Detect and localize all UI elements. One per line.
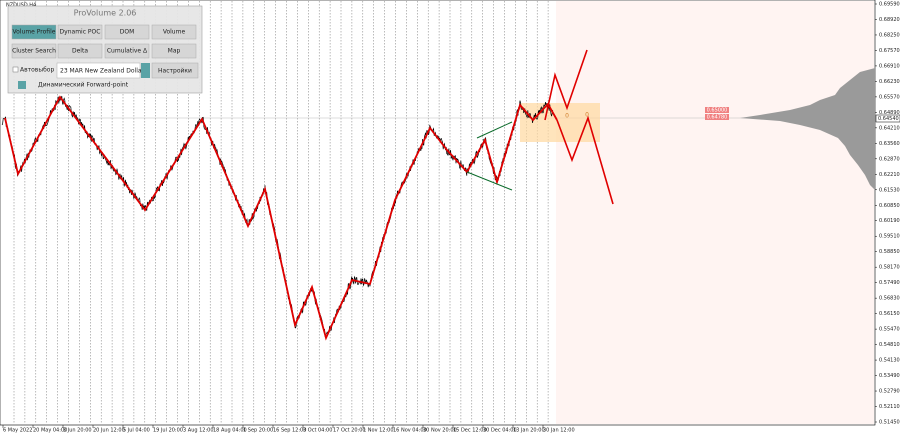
x-tick-label: 3 Aug 12:00	[183, 428, 214, 434]
panel-button-label: Map	[168, 48, 181, 55]
x-tick-label: 16 Sep 12:00	[273, 428, 306, 434]
y-tick-label: 0.52790	[879, 389, 900, 395]
panel-button-label: Cluster Search	[12, 48, 56, 55]
x-tick-label: 30 Nov 20:00	[423, 428, 457, 434]
checkbox[interactable]	[12, 66, 19, 73]
y-tick-label: 0.64890	[879, 110, 900, 116]
panel-button-label: Delta	[72, 48, 88, 55]
volume-profile	[740, 68, 875, 190]
y-tick-label: 0.68920	[879, 17, 900, 23]
x-tick-label: 18 Aug 04:00	[213, 428, 247, 434]
x-tick-label: 5 Jul 04:00	[123, 428, 150, 434]
y-tick-label: 0.58170	[879, 265, 900, 271]
forecast-down	[556, 115, 614, 205]
y-tick-label: 0.57490	[879, 280, 900, 286]
panel-button[interactable]	[57, 43, 103, 59]
y-tick-label: 0.59510	[879, 234, 900, 240]
y-tick-label: 0.62870	[879, 156, 900, 162]
instrument: 23 MAR New Zealand Dollar	[60, 68, 145, 75]
x-tick-label: 17 Oct 20:00	[333, 428, 366, 434]
y-tick-label: 0.69590	[879, 2, 900, 8]
panel-button-label: DOM	[120, 29, 135, 36]
x-tick-label: 15 Dec 12:00	[453, 428, 487, 434]
zigzag	[4, 95, 558, 341]
x-tick-label: 13 Jan 20:00	[513, 428, 545, 434]
x-tick-label: 6 May 2022	[3, 428, 32, 434]
forward-toggle[interactable]	[18, 81, 26, 89]
y-tick-label: 0.53490	[879, 373, 900, 379]
y-tick-label: 0.64210	[879, 125, 900, 131]
x-tick-label: 1 Nov 12:00	[363, 428, 394, 434]
time-axis: 6 May 2022 20 May 04:003 Jun 20:00 20 Jun …	[2, 425, 575, 434]
y-tick-label: 0.67570	[879, 48, 900, 54]
panel-button[interactable]	[151, 43, 197, 59]
current-price: 0.64540	[878, 116, 899, 122]
x-tick-label: 30 Dec 04:00	[483, 428, 517, 434]
x-tick-label: 20 Jun 12:00	[93, 428, 125, 434]
y-tick-label: 0.54810	[879, 342, 900, 348]
x-tick-label: 30 Jan 12:00	[543, 428, 575, 434]
x-tick-label: 3 Jun 20:00	[63, 428, 92, 434]
panel-button[interactable]	[151, 24, 197, 40]
x-tick-label: 3 Oct 04:00	[303, 428, 332, 434]
panel-button[interactable]	[104, 43, 150, 59]
level-box	[705, 107, 729, 113]
panel-button[interactable]	[11, 24, 57, 40]
y-tick-label: 0.58850	[879, 249, 900, 255]
forecast-up	[544, 49, 588, 121]
x-tick-label: 1 Sep 20:00	[243, 428, 273, 434]
y-tick-label: 0.54130	[879, 358, 900, 364]
y-tick-label: 0.65570	[879, 94, 900, 100]
y-tick-label: 0.52110	[879, 404, 900, 410]
price-axis: 0.69590 0.68920 0.68250 0.67570 0.66910 0.662…	[875, 2, 900, 426]
panel-button-label: Dynamic POC	[60, 29, 101, 36]
panel-button-label: Volume Profile	[13, 29, 56, 36]
x-tick-label: 16 Nov 04:00	[393, 428, 427, 434]
provolume-panel: ProVolume 2.06 Volume Profile Dynamic POC…	[7, 5, 203, 94]
panel-title: ProVolume 2.06	[74, 9, 137, 18]
panel-button-label: Volume	[163, 29, 186, 36]
zone-label: 0	[585, 112, 589, 119]
channel-top	[476, 121, 513, 139]
zone-label: 0	[565, 113, 569, 120]
y-tick-label: 0.62210	[879, 172, 900, 178]
panel-button[interactable]	[11, 43, 57, 59]
settings-button[interactable]	[151, 62, 199, 79]
y-tick-label: 0.51450	[879, 420, 900, 426]
level-box	[705, 114, 729, 120]
forward-label[interactable]: Динамический Forward-point	[38, 82, 129, 89]
y-tick-label: 0.56150	[879, 311, 900, 317]
dropdown[interactable]	[141, 63, 150, 78]
checkbox-label[interactable]: Автовыбор	[20, 67, 54, 74]
settings-label: Настройки	[158, 68, 192, 75]
level-label: 0.65000	[707, 108, 728, 114]
channel-bottom	[466, 171, 513, 191]
y-tick-label: 0.63560	[879, 141, 900, 147]
y-tick-label: 0.60190	[879, 218, 900, 224]
current-price-box	[875, 114, 900, 123]
y-tick-label: 0.66910	[879, 63, 900, 69]
x-tick-label: 19 Jul 20:00	[153, 428, 183, 434]
instrument-input[interactable]	[56, 62, 141, 79]
level-label: 0.64780	[707, 115, 728, 121]
panel-button[interactable]	[104, 24, 150, 40]
future-zone	[556, 1, 874, 424]
panel-button-label: Cumulative Δ	[107, 48, 148, 55]
x-tick-label: 20 May 04:00	[33, 428, 67, 434]
panel-button[interactable]	[57, 24, 103, 40]
y-tick-label: 0.66230	[879, 79, 900, 85]
target-zone	[520, 103, 600, 142]
y-tick-label: 0.60850	[879, 203, 900, 209]
symbol: NZDUSD,H4	[6, 3, 36, 9]
y-tick-label: 0.61530	[879, 187, 900, 193]
y-tick-label: 0.55470	[879, 327, 900, 333]
y-tick-label: 0.68250	[879, 32, 900, 38]
y-tick-label: 0.56830	[879, 296, 900, 302]
